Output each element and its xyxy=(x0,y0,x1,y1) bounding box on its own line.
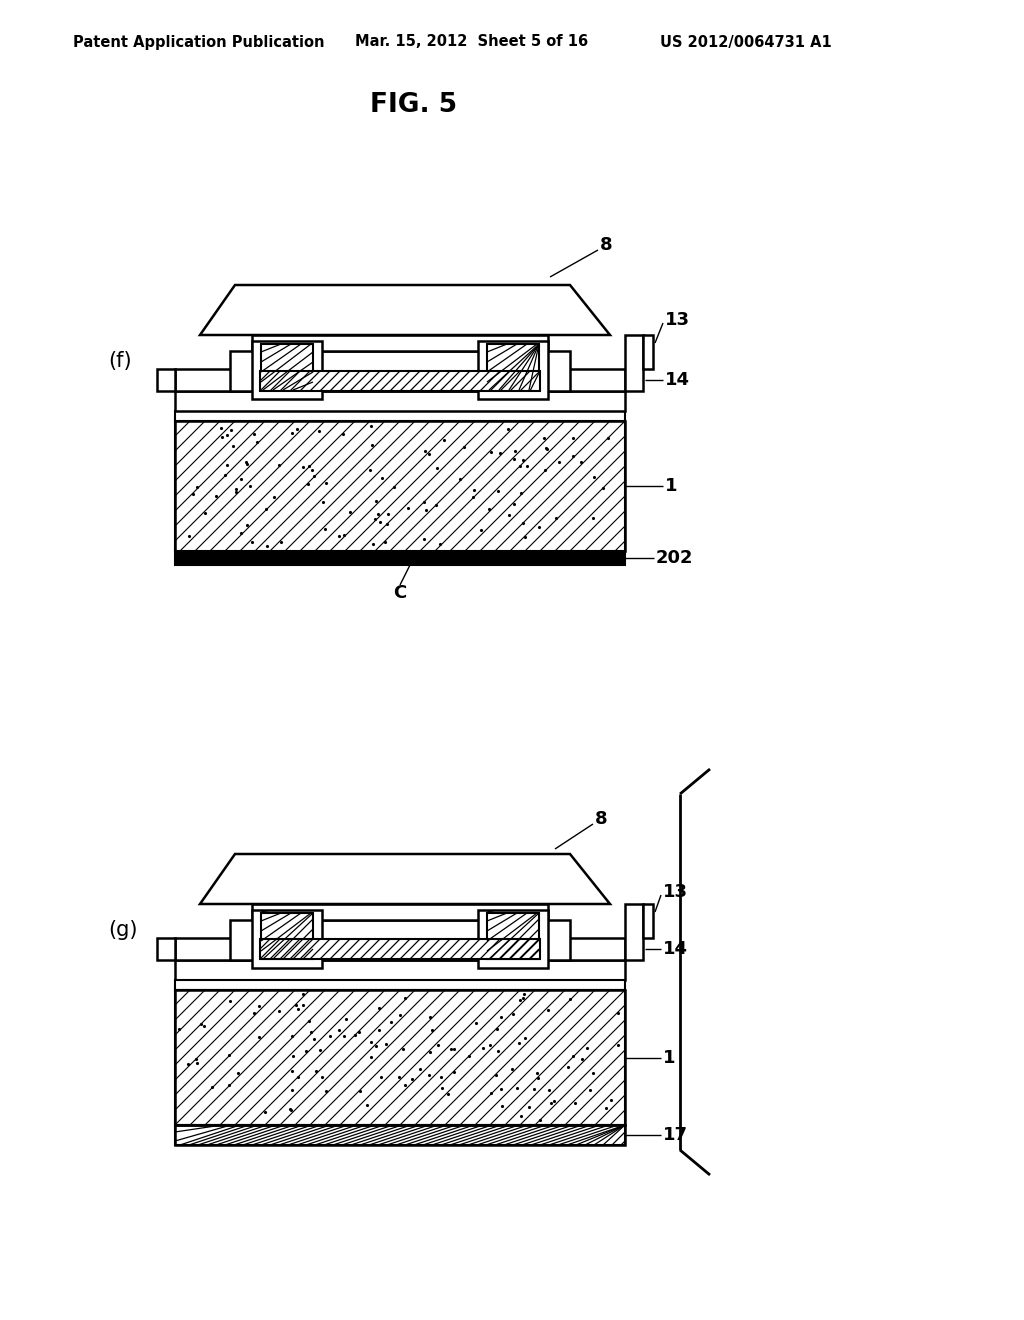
Bar xyxy=(252,341,322,399)
Bar xyxy=(260,939,540,960)
Text: 13: 13 xyxy=(665,312,690,329)
Text: (f): (f) xyxy=(108,351,132,371)
Bar xyxy=(175,391,625,411)
Text: US 2012/0064731 A1: US 2012/0064731 A1 xyxy=(660,34,831,49)
Text: 8: 8 xyxy=(600,236,612,253)
Bar xyxy=(643,904,653,939)
Polygon shape xyxy=(200,854,610,904)
Bar xyxy=(175,939,248,960)
Bar xyxy=(252,904,548,920)
Bar xyxy=(175,990,625,1125)
Bar xyxy=(261,913,313,960)
Polygon shape xyxy=(200,285,610,335)
Bar xyxy=(487,913,539,960)
Text: (g): (g) xyxy=(108,920,137,940)
Bar xyxy=(625,335,643,391)
Bar xyxy=(175,1125,625,1144)
Text: Mar. 15, 2012  Sheet 5 of 16: Mar. 15, 2012 Sheet 5 of 16 xyxy=(355,34,588,49)
Bar xyxy=(175,990,625,1125)
Text: 14: 14 xyxy=(663,940,688,958)
Bar xyxy=(260,371,540,391)
Bar xyxy=(625,904,643,960)
Bar xyxy=(157,370,175,391)
Text: 13: 13 xyxy=(663,883,688,902)
Text: 17: 17 xyxy=(663,1126,688,1144)
Text: 202: 202 xyxy=(656,549,693,568)
Text: 14: 14 xyxy=(665,371,690,389)
Bar xyxy=(175,370,248,391)
Text: Patent Application Publication: Patent Application Publication xyxy=(73,34,325,49)
Text: 8: 8 xyxy=(595,810,607,828)
Bar xyxy=(175,421,625,550)
Bar xyxy=(175,1125,625,1144)
Bar xyxy=(261,345,313,389)
Text: C: C xyxy=(393,583,407,602)
Bar xyxy=(643,335,653,370)
Bar xyxy=(478,909,548,968)
Bar xyxy=(252,909,322,968)
Text: 1: 1 xyxy=(665,477,678,495)
Text: 1: 1 xyxy=(663,1049,676,1067)
Bar xyxy=(230,920,570,960)
Bar xyxy=(175,411,625,421)
Bar xyxy=(175,550,625,565)
Bar xyxy=(487,345,539,389)
Bar xyxy=(552,939,625,960)
Bar xyxy=(478,341,548,399)
Bar xyxy=(157,939,175,960)
Bar xyxy=(552,370,625,391)
Bar xyxy=(175,979,625,990)
Bar xyxy=(175,960,625,979)
Bar xyxy=(175,421,625,550)
Bar xyxy=(230,351,570,391)
Text: FIG. 5: FIG. 5 xyxy=(370,92,457,117)
Bar xyxy=(252,335,548,351)
